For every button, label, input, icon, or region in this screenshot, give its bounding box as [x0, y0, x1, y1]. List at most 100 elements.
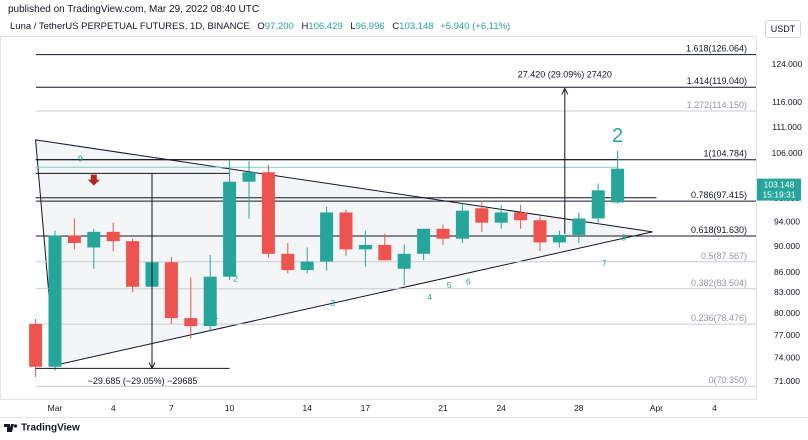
price-label-box	[757, 178, 801, 201]
td-count-label: 9	[78, 153, 83, 163]
candle-body	[320, 212, 334, 262]
x-axis-tick: Apr	[650, 403, 663, 413]
candle-body	[29, 323, 43, 367]
x-axis-tick: 21	[438, 403, 448, 413]
candle-body	[223, 181, 237, 277]
candle-body	[261, 172, 275, 254]
candle-body	[514, 212, 528, 221]
candle-body	[87, 231, 101, 248]
candle-body	[48, 235, 62, 367]
y-axis-tick: 74.000	[774, 352, 800, 362]
y-axis-tick: 90.000	[774, 241, 800, 251]
y-axis-tick: 71.000	[774, 376, 800, 386]
candle-body	[242, 172, 256, 182]
td-count-label: 8	[621, 233, 626, 243]
candle-body	[339, 212, 353, 250]
symbol-title[interactable]: Luna / TetherUS PERPETUAL FUTURES, 1D, B…	[10, 21, 250, 32]
x-axis-tick: 10	[225, 403, 235, 413]
sell-arrow-icon	[87, 174, 100, 186]
low-label: L	[350, 21, 356, 32]
y-axis-tick: 111.000	[772, 122, 802, 132]
y-axis-tick: 83.000	[774, 287, 800, 297]
candle-body	[397, 253, 411, 269]
x-axis-tick: Mar	[48, 403, 63, 413]
x-axis-tick: 17	[361, 403, 371, 413]
fib-level-label: 0.786(97.415)	[691, 190, 747, 200]
candle-body	[378, 244, 392, 261]
candle-body	[203, 276, 217, 327]
y-axis-tick: 116.000	[772, 97, 802, 107]
fib-level-label: 0.382(83.504)	[691, 278, 747, 288]
symbol-legend: Luna / TetherUS PERPETUAL FUTURES, 1D, B…	[10, 21, 510, 32]
price-label-value: 103.148	[764, 180, 795, 190]
low-value: 96.996	[355, 21, 385, 32]
y-axis-tick: 80.000	[774, 308, 800, 318]
candle-body	[358, 244, 372, 250]
fib-level-label: 0.618(91.630)	[691, 225, 747, 235]
candle-body	[126, 241, 140, 287]
td-count-label: 3	[330, 298, 335, 308]
candle-body	[184, 318, 198, 327]
fib-level-label: 1.618(126.064)	[686, 44, 747, 54]
fib-level-label: 0.5(87.567)	[701, 251, 747, 261]
x-axis-tick: 28	[574, 403, 584, 413]
td-count-label: 2	[233, 273, 238, 283]
open-label: O	[257, 21, 265, 32]
td-count-label: 7	[602, 258, 607, 268]
x-axis-tick: 4	[712, 403, 717, 413]
close-label: C	[392, 21, 400, 32]
plot-area-border	[0, 36, 757, 400]
y-axis-tick: 86.000	[774, 267, 800, 277]
fib-level-label: 0(70.350)	[708, 375, 747, 385]
candle-body	[164, 262, 178, 319]
fib-level-label: 1.272(114.150)	[687, 100, 747, 110]
triangle-pattern	[35, 139, 653, 366]
fib-level-label: 1.414(119.040)	[687, 76, 747, 86]
candle-body	[591, 190, 605, 219]
y-axis-tick: 77.000	[774, 330, 800, 340]
high-label: H	[301, 21, 309, 32]
published-note: published on TradingView.com, Mar 29, 20…	[8, 4, 260, 15]
x-axis-tick: 4	[111, 403, 116, 413]
td-count-label: 6	[466, 277, 471, 287]
high-value: 106.429	[308, 21, 343, 32]
measure-up-arrowhead	[561, 87, 569, 95]
y-axis-tick: 124.000	[772, 59, 803, 69]
open-value: 97.200	[264, 21, 294, 32]
y-axis-tick: 106.000	[772, 148, 803, 158]
price-label-countdown: 15:19:31	[762, 190, 795, 200]
candle-body	[67, 235, 81, 244]
fib-level-label: 0.236(78.476)	[691, 313, 747, 323]
x-axis-tick: 7	[169, 403, 174, 413]
candle-body	[533, 220, 547, 243]
measure-down-label: −29.685 (−29.05%) −29685	[88, 376, 198, 386]
candle-body	[436, 228, 450, 239]
x-axis-tick: 14	[302, 403, 312, 413]
x-axis-tick: 24	[496, 403, 506, 413]
td-count-label: 1	[214, 311, 219, 321]
tradingview-logo-icon	[4, 424, 18, 432]
y-axis-tick: 94.000	[774, 216, 800, 226]
candle-body	[611, 168, 625, 203]
tradingview-brand-name: TradingView	[21, 422, 80, 434]
candle-body	[494, 212, 508, 223]
change-value: +5.940 (+6.11%)	[440, 21, 511, 32]
td-count-label: 5	[447, 280, 452, 290]
candle-body	[281, 253, 295, 271]
candle-body	[417, 228, 431, 254]
td-count-label: 4	[427, 292, 432, 302]
close-value: 103.148	[399, 21, 434, 32]
candle-body	[300, 261, 314, 271]
candle-body	[455, 210, 469, 239]
td-big-label: 2	[612, 125, 623, 147]
measure-down-arrowhead	[148, 362, 156, 370]
candle-body	[475, 208, 489, 223]
currency-button[interactable]: USDT	[765, 20, 801, 38]
fib-level-label: 1(104.784)	[703, 149, 747, 159]
candle-body	[572, 218, 586, 235]
candle-body	[106, 231, 120, 242]
candle-body	[552, 234, 566, 243]
measure-up-label: 27.420 (29.09%) 27420	[518, 69, 612, 79]
